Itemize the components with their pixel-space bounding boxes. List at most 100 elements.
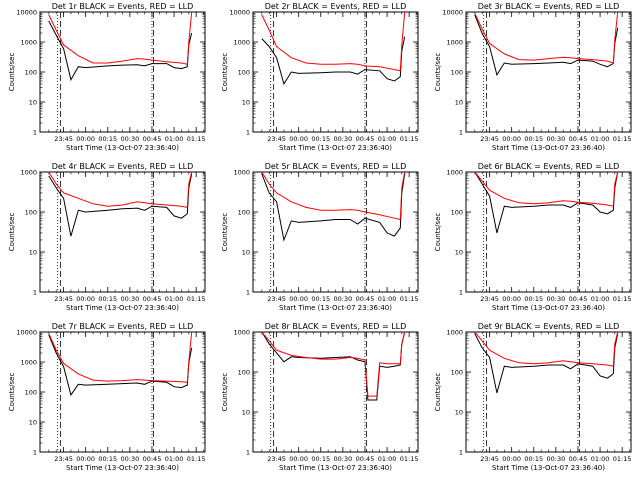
chart-panel: Det 9r BLACK = Events, RED = LLD 1 10 100 10… [434, 322, 632, 472]
x-tick-label: 00:00 [76, 135, 95, 143]
x-tick-label: 01:15 [613, 455, 632, 463]
y-tick-label: 1000 [233, 329, 250, 337]
events-series-line [474, 171, 619, 234]
chart-panel: Det 2r BLACK = Events, RED = LLD 1 10 100 10… [221, 2, 419, 152]
x-tick-label: 23:45 [267, 135, 286, 143]
lld-series-line [48, 331, 193, 383]
x-tick-label: 01:15 [400, 295, 419, 303]
x-tick-label: 23:45 [54, 455, 73, 463]
y-tick-label: 100 [25, 69, 37, 77]
y-tick-label: 10 [455, 249, 463, 257]
lld-series-line [261, 11, 406, 72]
chart-title: Det 4r BLACK = Events, RED = LLD [52, 162, 194, 171]
y-tick-label: 10 [29, 249, 37, 257]
x-tick-label: 00:00 [502, 295, 521, 303]
lld-series-line [48, 11, 193, 65]
y-tick-label: 10 [29, 99, 37, 107]
y-tick-label: 10 [29, 419, 37, 427]
x-axis-label: Start Time (13-Oct-07 23:36:40) [279, 464, 392, 472]
y-axis-label: Counts/sec [221, 53, 229, 92]
x-tick-label: 01:00 [378, 135, 397, 143]
y-tick-label: 10000 [16, 329, 37, 337]
y-axis-label: Counts/sec [434, 373, 442, 412]
y-tick-label: 1000 [20, 39, 37, 47]
y-axis-label: Counts/sec [221, 373, 229, 412]
y-tick-label: 100 [451, 209, 463, 217]
x-tick-label: 23:45 [267, 455, 286, 463]
x-tick-label: 23:45 [480, 455, 499, 463]
x-axis-label: Start Time (13-Oct-07 23:36:40) [492, 464, 605, 472]
y-tick-label: 1000 [20, 359, 37, 367]
x-axis-label: Start Time (13-Oct-07 23:36:40) [66, 304, 179, 312]
y-tick-label: 1000 [446, 169, 463, 177]
x-tick-label: 00:30 [546, 455, 565, 463]
x-tick-label: 00:15 [524, 135, 543, 143]
x-tick-label: 01:00 [378, 455, 397, 463]
x-tick-label: 01:00 [591, 455, 610, 463]
y-tick-label: 1000 [446, 39, 463, 47]
x-tick-label: 01:15 [187, 295, 206, 303]
y-tick-label: 100 [451, 69, 463, 77]
chart-panel: Det 5r BLACK = Events, RED = LLD 1 10 100 10… [221, 162, 419, 312]
plot-frame [39, 11, 206, 133]
x-tick-label: 00:45 [356, 455, 375, 463]
y-axis-label: Counts/sec [8, 53, 16, 92]
events-series-line [261, 36, 406, 86]
events-series-line [474, 14, 619, 77]
chart-title: Det 3r BLACK = Events, RED = LLD [478, 2, 620, 11]
x-tick-label: 00:00 [76, 295, 95, 303]
chart-title: Det 6r BLACK = Events, RED = LLD [478, 162, 620, 171]
x-tick-label: 00:45 [356, 295, 375, 303]
x-tick-label: 00:45 [143, 455, 162, 463]
y-tick-label: 10 [242, 99, 250, 107]
x-tick-label: 01:15 [613, 135, 632, 143]
x-tick-label: 01:15 [187, 455, 206, 463]
x-tick-label: 00:30 [333, 135, 352, 143]
x-tick-label: 00:30 [333, 295, 352, 303]
y-tick-label: 100 [238, 209, 250, 217]
x-axis-label: Start Time (13-Oct-07 23:36:40) [66, 464, 179, 472]
x-tick-label: 00:15 [524, 295, 543, 303]
x-tick-label: 01:15 [400, 455, 419, 463]
x-tick-label: 01:15 [613, 295, 632, 303]
x-tick-label: 01:00 [591, 295, 610, 303]
chart-title: Det 9r BLACK = Events, RED = LLD [478, 322, 620, 331]
y-tick-label: 1 [246, 129, 250, 137]
y-tick-label: 10000 [229, 9, 250, 17]
x-tick-label: 00:15 [98, 455, 117, 463]
y-tick-label: 100 [451, 369, 463, 377]
y-tick-label: 1 [459, 449, 463, 457]
y-tick-label: 1 [33, 289, 37, 297]
chart-title: Det 2r BLACK = Events, RED = LLD [265, 2, 407, 11]
x-tick-label: 00:00 [502, 455, 521, 463]
y-axis-label: Counts/sec [221, 213, 229, 252]
y-tick-label: 10 [455, 409, 463, 417]
chart-panel: Det 4r BLACK = Events, RED = LLD 1 10 100 10… [8, 162, 206, 312]
y-axis-label: Counts/sec [434, 213, 442, 252]
events-series-line [474, 333, 619, 394]
x-axis-label: Start Time (13-Oct-07 23:36:40) [66, 144, 179, 152]
x-tick-label: 01:00 [165, 135, 184, 143]
x-tick-label: 00:15 [311, 295, 330, 303]
chart-title: Det 5r BLACK = Events, RED = LLD [265, 162, 407, 171]
chart-title: Det 8r BLACK = Events, RED = LLD [265, 322, 407, 331]
x-tick-label: 00:30 [120, 455, 139, 463]
x-tick-label: 00:15 [98, 295, 117, 303]
x-tick-label: 00:15 [524, 455, 543, 463]
y-tick-label: 1 [246, 289, 250, 297]
x-tick-label: 01:00 [378, 295, 397, 303]
x-axis-label: Start Time (13-Oct-07 23:36:40) [492, 304, 605, 312]
x-tick-label: 00:30 [546, 135, 565, 143]
y-tick-label: 10 [242, 409, 250, 417]
x-tick-label: 01:00 [165, 455, 184, 463]
x-axis-label: Start Time (13-Oct-07 23:36:40) [279, 304, 392, 312]
y-axis-label: Counts/sec [8, 373, 16, 412]
lld-series-line [48, 171, 193, 209]
plot-frame [465, 11, 632, 133]
y-tick-label: 1000 [233, 169, 250, 177]
x-axis-label: Start Time (13-Oct-07 23:36:40) [492, 144, 605, 152]
y-axis-label: Counts/sec [8, 213, 16, 252]
x-tick-label: 23:45 [480, 135, 499, 143]
x-tick-label: 00:30 [120, 135, 139, 143]
